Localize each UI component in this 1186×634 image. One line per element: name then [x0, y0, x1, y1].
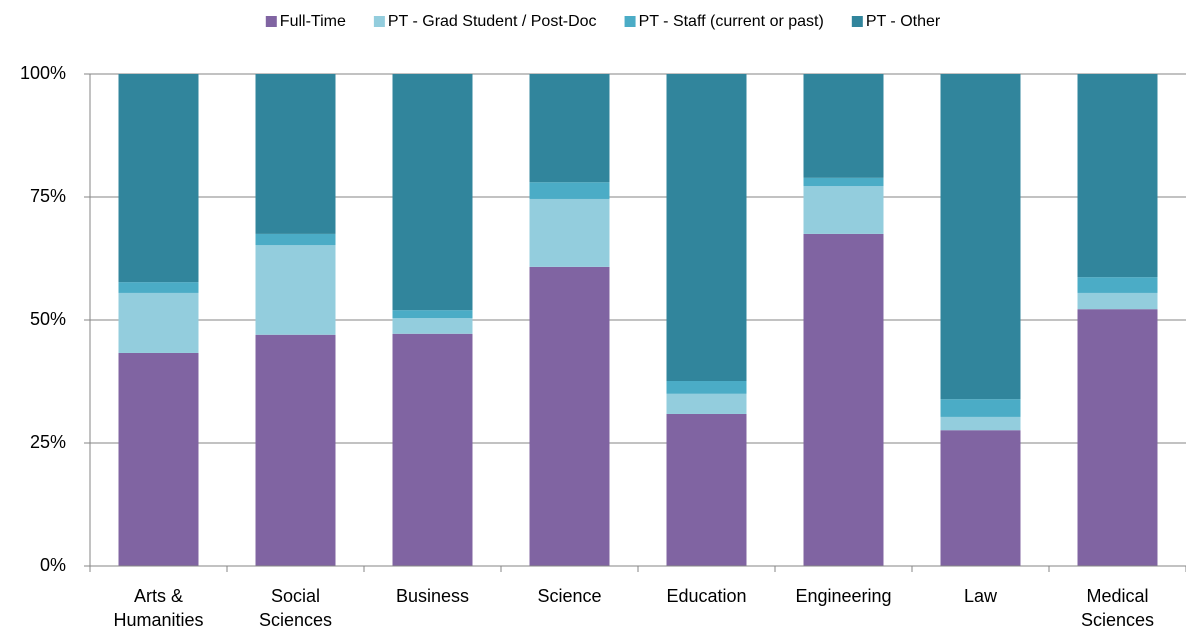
bar-segment — [118, 282, 199, 293]
bar-segment — [529, 266, 610, 566]
bar-segment — [392, 318, 473, 334]
bar-segment — [1077, 292, 1158, 310]
bar-segment — [255, 245, 336, 335]
bar-segment — [803, 74, 884, 178]
bar-segment — [118, 292, 199, 353]
bar-segment — [666, 393, 747, 414]
bar-segment — [529, 182, 610, 199]
bar-segment — [392, 310, 473, 319]
bar-segment — [1077, 309, 1158, 566]
x-tick-label: Law — [964, 586, 998, 606]
bar-segment — [255, 74, 336, 234]
legend-label: Full-Time — [280, 13, 346, 30]
x-tick-label: Science — [537, 586, 601, 606]
bar-segment — [392, 333, 473, 566]
bar-segment — [118, 74, 199, 283]
legend-label: PT - Other — [866, 13, 941, 30]
y-tick-label: 0% — [40, 555, 66, 575]
x-tick-label: Business — [396, 586, 469, 606]
bar-segment — [1077, 277, 1158, 293]
bar-segment — [940, 399, 1021, 417]
bar-segment — [666, 413, 747, 566]
x-tick-label: Arts & Humanities — [113, 586, 203, 630]
y-tick-label: 50% — [30, 309, 66, 329]
legend-swatch — [851, 16, 863, 27]
bar-segment — [118, 352, 199, 566]
bar-segment — [529, 74, 610, 183]
x-tick-label: Education — [666, 586, 746, 606]
bar-segment — [666, 381, 747, 394]
bar-segment — [803, 233, 884, 566]
bar-segment — [255, 233, 336, 246]
legend-swatch — [624, 16, 636, 27]
y-tick-label: 25% — [30, 432, 66, 452]
legend-label: PT - Grad Student / Post-Doc — [388, 13, 597, 30]
y-tick-label: 75% — [30, 186, 66, 206]
bar-segment — [666, 74, 747, 382]
bar-segment — [1077, 74, 1158, 278]
x-tick-label: Social Sciences — [259, 586, 332, 630]
legend-swatch — [373, 16, 385, 27]
x-tick-label: Engineering — [795, 586, 891, 606]
y-tick-label: 100% — [20, 63, 66, 83]
bar-segment — [940, 74, 1021, 400]
bar-segment — [803, 177, 884, 187]
bar-segment — [255, 334, 336, 566]
bar-segment — [529, 198, 610, 267]
bar-segment — [940, 416, 1021, 431]
legend-swatch — [265, 16, 277, 27]
bar-segment — [803, 186, 884, 234]
legend: Full-Time PT - Grad Student / Post-Doc PT … — [265, 13, 941, 30]
x-tick-label: Medical Sciences — [1081, 586, 1154, 630]
bar-segment — [392, 74, 473, 311]
legend-label: PT - Staff (current or past) — [639, 13, 824, 30]
bar-segment — [940, 430, 1021, 566]
